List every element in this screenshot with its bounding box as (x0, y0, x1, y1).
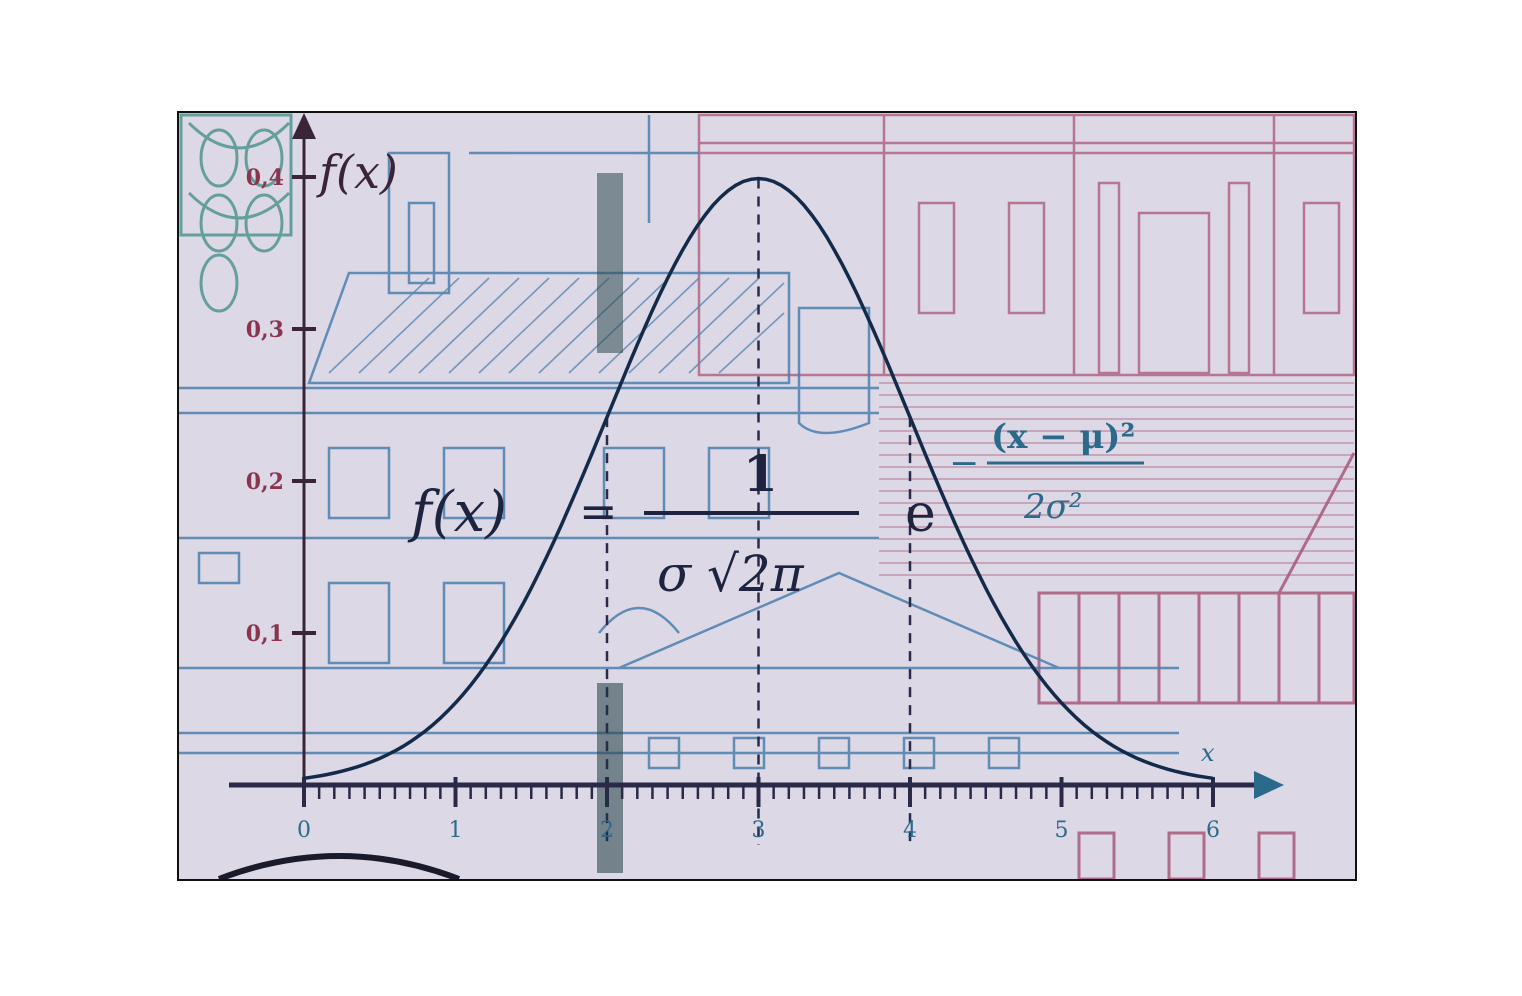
x-minor-ticks (302, 785, 1215, 799)
formula-exponent-sign: − (949, 443, 979, 484)
security-strip-bottom (597, 683, 623, 873)
x-tick-label: 4 (903, 818, 917, 843)
red-building (697, 113, 1355, 377)
security-strip-top (597, 173, 623, 353)
banknote-image: 0 1 2 3 4 5 6 0,4 0,3 0,2 0,1 f(x) x f(x) = 1 σ √… (177, 111, 1357, 881)
y-tick-label: 0,2 (246, 469, 284, 495)
formula-equals: = (579, 484, 618, 538)
y-tick-label: 0,3 (246, 317, 284, 343)
x-tick-label: 1 (449, 818, 463, 843)
x-axis-arrow (1254, 771, 1284, 799)
formula-lhs: f(x) (407, 480, 507, 545)
formula-base: e (905, 484, 936, 544)
blue-building (179, 115, 1179, 770)
x-tick-label: 2 (600, 818, 614, 843)
density-curve (303, 176, 1214, 781)
y-axis-label: f(x) (316, 145, 398, 199)
paper-background (179, 113, 1355, 879)
teal-ornament (179, 113, 293, 313)
formula-denominator: σ √2π (657, 545, 805, 603)
x-tick-label: 6 (1206, 818, 1220, 843)
banknote-scene: 0 1 2 3 4 5 6 0,4 0,3 0,2 0,1 f(x) x f(x) = 1 σ √… (179, 113, 1355, 879)
normal-density-formula: f(x) = 1 σ √2π e − (x − μ)² 2σ² (407, 417, 1144, 603)
x-axis-label: x (1201, 739, 1215, 767)
x-tick-label: 5 (1055, 818, 1069, 843)
formula-exponent-denominator: 2σ² (1023, 487, 1082, 527)
blue-roof-hatching (328, 277, 785, 374)
y-axis-arrow (292, 113, 316, 139)
y-tick-label: 0,4 (246, 165, 284, 191)
y-tick-label: 0,1 (246, 621, 284, 647)
x-tick-label: 0 (297, 818, 311, 843)
axes: 0 1 2 3 4 5 6 0,4 0,3 0,2 0,1 (229, 113, 1284, 843)
x-tick-label: 3 (752, 818, 766, 843)
formula-exponent-numerator: (x − μ)² (991, 417, 1135, 457)
formula-numerator: 1 (743, 444, 778, 503)
red-timber-frame (1037, 452, 1355, 879)
red-hatching (879, 382, 1354, 576)
bottom-arc (217, 853, 461, 879)
